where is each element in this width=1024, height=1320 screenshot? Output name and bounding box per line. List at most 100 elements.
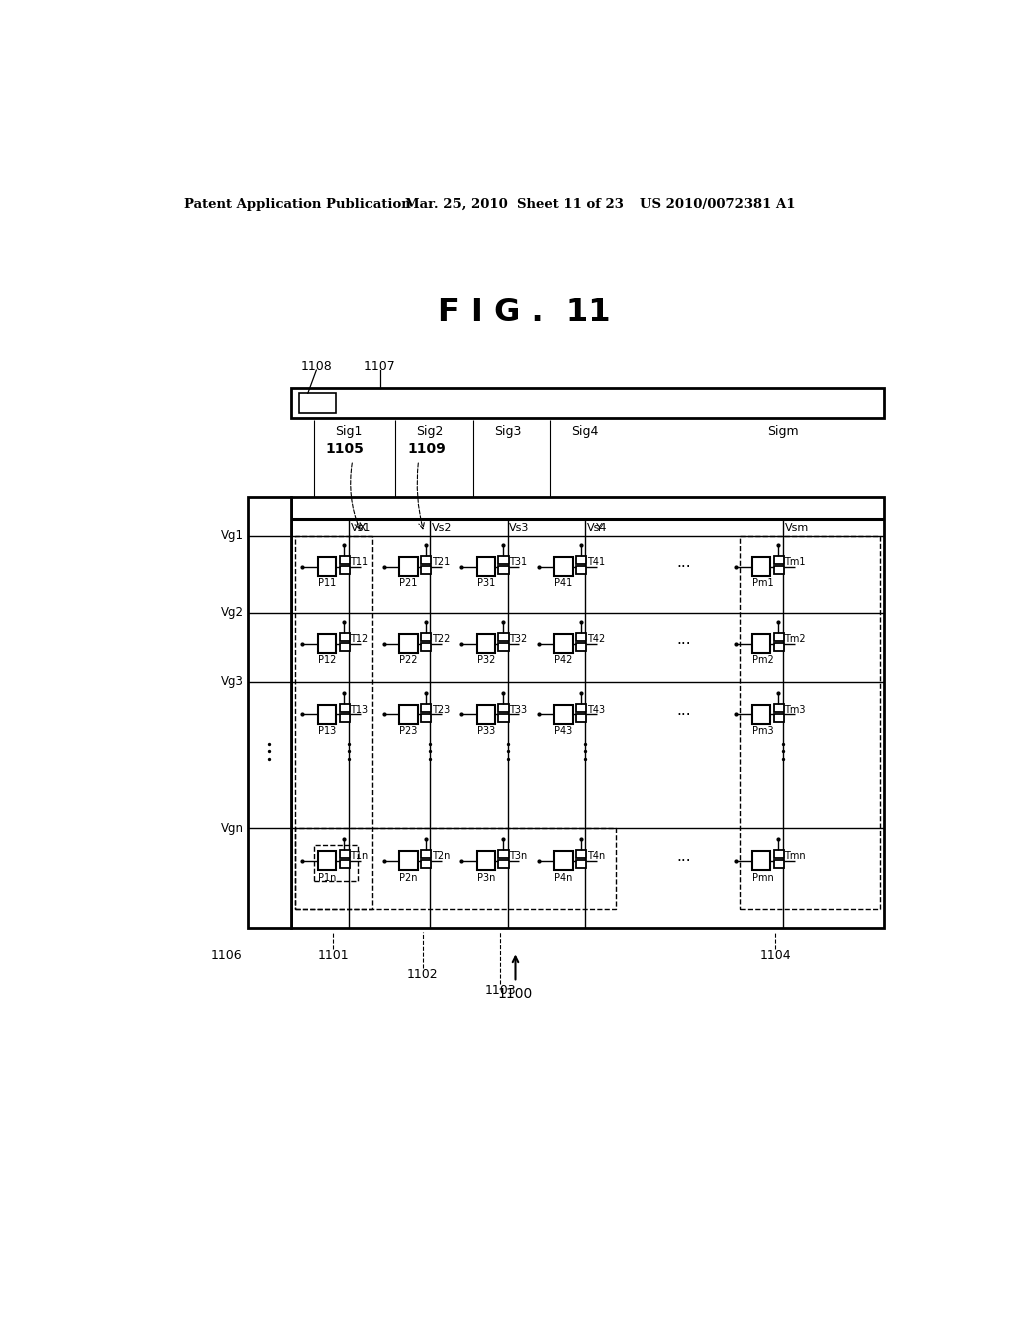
Text: P21: P21 — [399, 578, 418, 589]
Bar — [575, 704, 586, 711]
Bar — [499, 643, 509, 651]
Text: Vs3: Vs3 — [509, 523, 529, 533]
Bar — [421, 850, 431, 858]
Text: Vg1: Vg1 — [220, 529, 244, 543]
Text: T23: T23 — [432, 705, 451, 714]
Text: 1108: 1108 — [300, 360, 332, 372]
Bar — [399, 635, 418, 653]
Text: T42: T42 — [587, 634, 605, 644]
Bar — [752, 635, 770, 653]
Text: 1109: 1109 — [407, 442, 445, 457]
Text: ...: ... — [677, 556, 691, 570]
Text: T1n: T1n — [350, 851, 369, 861]
Bar — [752, 557, 770, 576]
Text: Vsm: Vsm — [784, 523, 809, 533]
Text: Sig3: Sig3 — [494, 425, 521, 438]
Bar — [340, 643, 349, 651]
Bar — [299, 393, 336, 412]
Bar — [399, 851, 418, 870]
Text: Sigm: Sigm — [767, 425, 799, 438]
Text: F I G .  11: F I G . 11 — [438, 297, 611, 327]
Text: P3n: P3n — [477, 873, 496, 883]
Text: T33: T33 — [509, 705, 527, 714]
Bar — [399, 705, 418, 723]
Bar — [752, 851, 770, 870]
Bar — [499, 859, 509, 869]
Text: 1102: 1102 — [407, 968, 438, 981]
Text: ...: ... — [677, 849, 691, 865]
Text: P32: P32 — [477, 656, 496, 665]
Text: 1104: 1104 — [760, 949, 791, 962]
Bar — [773, 566, 783, 574]
Text: P23: P23 — [399, 726, 418, 737]
Text: 1105: 1105 — [326, 442, 365, 457]
Text: P12: P12 — [317, 656, 336, 665]
Bar — [340, 850, 349, 858]
Bar — [291, 498, 884, 928]
Text: Tm3: Tm3 — [784, 705, 806, 714]
Text: ...: ... — [677, 632, 691, 647]
Text: P2n: P2n — [399, 873, 418, 883]
Bar — [575, 714, 586, 722]
Bar — [295, 829, 616, 909]
Text: Vgn: Vgn — [220, 822, 244, 834]
Text: P1n: P1n — [317, 873, 336, 883]
Text: T13: T13 — [350, 705, 369, 714]
Bar — [773, 704, 783, 711]
Text: Patent Application Publication: Patent Application Publication — [183, 198, 411, 211]
Text: P41: P41 — [554, 578, 572, 589]
Text: T22: T22 — [432, 634, 451, 644]
Bar — [575, 632, 586, 642]
Text: T31: T31 — [509, 557, 527, 566]
Text: Tm2: Tm2 — [784, 634, 806, 644]
Bar — [773, 643, 783, 651]
Text: Vs1: Vs1 — [350, 523, 371, 533]
Bar — [575, 643, 586, 651]
Bar — [499, 566, 509, 574]
Bar — [421, 643, 431, 651]
Bar — [499, 632, 509, 642]
Text: P13: P13 — [317, 726, 336, 737]
Bar — [554, 557, 572, 576]
Text: Sig4: Sig4 — [571, 425, 599, 438]
Text: Vs2: Vs2 — [432, 523, 453, 533]
Text: T41: T41 — [587, 557, 605, 566]
Bar — [314, 845, 358, 880]
Text: P4n: P4n — [554, 873, 572, 883]
Text: 1107: 1107 — [364, 360, 395, 372]
Bar — [773, 850, 783, 858]
Text: P33: P33 — [477, 726, 495, 737]
Bar — [340, 632, 349, 642]
Text: Vs4: Vs4 — [587, 523, 607, 533]
Text: Mar. 25, 2010  Sheet 11 of 23: Mar. 25, 2010 Sheet 11 of 23 — [406, 198, 625, 211]
Text: Vg2: Vg2 — [220, 606, 244, 619]
Bar — [477, 557, 496, 576]
Bar — [477, 705, 496, 723]
Text: ...: ... — [677, 704, 691, 718]
Text: T32: T32 — [509, 634, 527, 644]
Text: T11: T11 — [350, 557, 369, 566]
Text: Pm2: Pm2 — [752, 656, 773, 665]
Bar — [499, 850, 509, 858]
Bar — [575, 566, 586, 574]
Text: 1100: 1100 — [498, 987, 534, 1001]
Bar — [421, 714, 431, 722]
Bar — [773, 714, 783, 722]
Text: P31: P31 — [477, 578, 495, 589]
Bar — [752, 705, 770, 723]
Bar — [740, 536, 880, 909]
Bar — [421, 859, 431, 869]
Bar — [340, 714, 349, 722]
Text: US 2010/0072381 A1: US 2010/0072381 A1 — [640, 198, 795, 211]
Bar — [554, 705, 572, 723]
Text: Vg3: Vg3 — [220, 676, 244, 689]
Bar — [773, 632, 783, 642]
Bar — [499, 556, 509, 564]
Text: Sig1: Sig1 — [335, 425, 362, 438]
Bar — [399, 557, 418, 576]
Bar — [340, 704, 349, 711]
Text: T43: T43 — [587, 705, 605, 714]
Bar — [317, 635, 337, 653]
Bar — [554, 635, 572, 653]
Text: P22: P22 — [399, 656, 418, 665]
